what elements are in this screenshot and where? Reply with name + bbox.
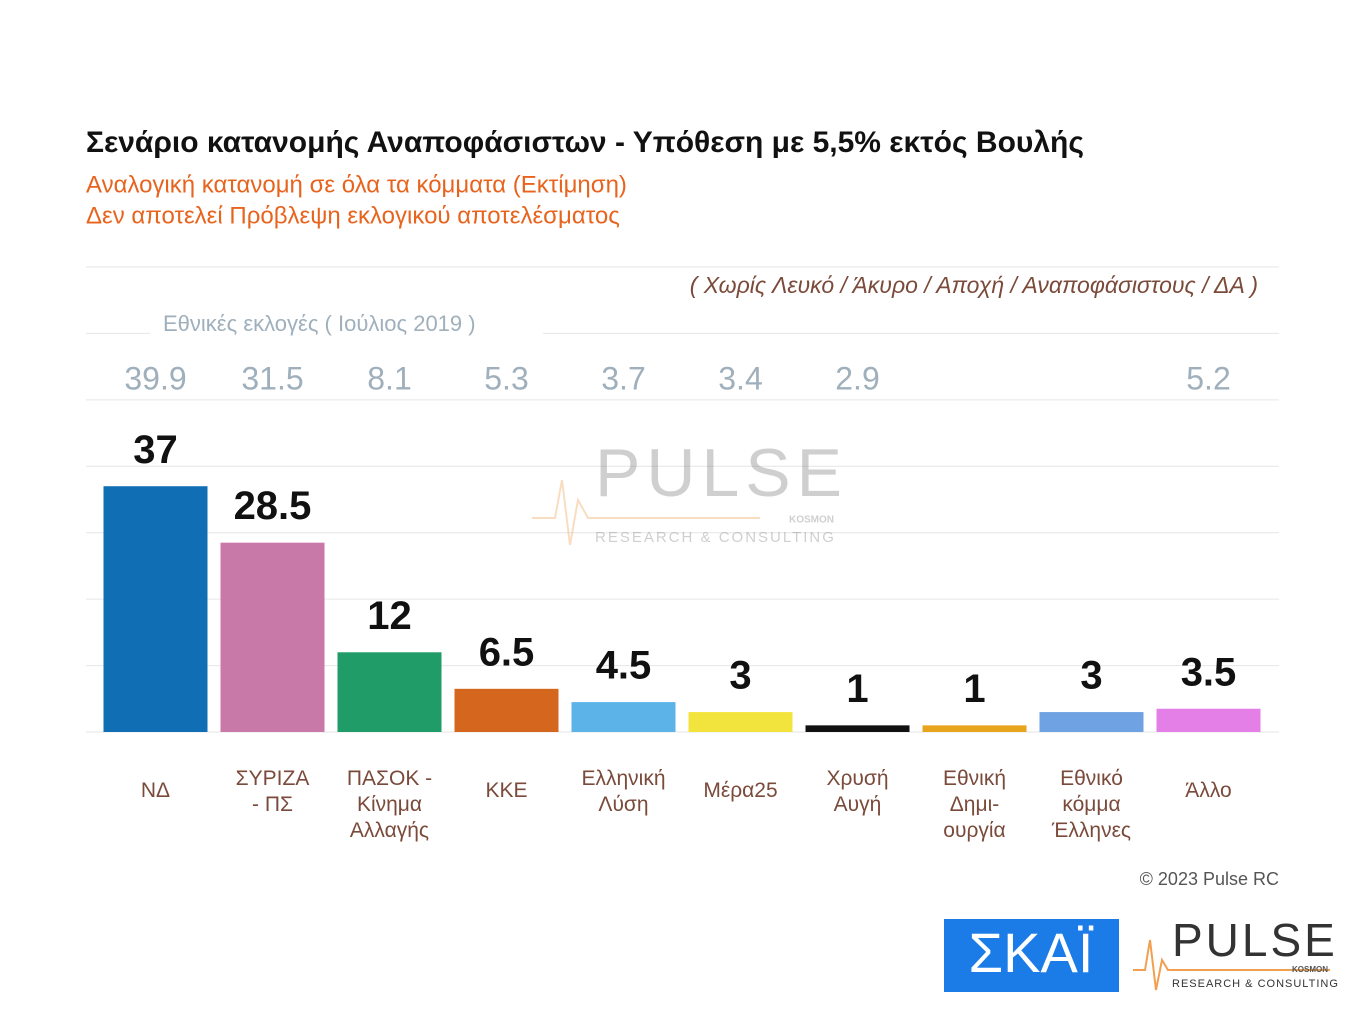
x-tick-label: ΠΑΣΟΚ - Κίνημα Αλλαγής	[346, 767, 433, 842]
x-tick-label: Εθνικό κόμμα Έλληνες	[1051, 767, 1132, 842]
label-bg	[150, 310, 543, 340]
reference-value: 39.9	[124, 360, 186, 396]
watermark: PULSE KOSMON RESEARCH & CONSULTING	[532, 435, 848, 546]
bar	[688, 712, 793, 732]
reference-label: Εθνικές εκλογές ( Ιούλιος 2019 )	[163, 311, 476, 336]
value-label: 1	[846, 667, 868, 711]
pollster-pulse	[1133, 939, 1330, 991]
pollster-tagline: RESEARCH & CONSULTING	[1172, 978, 1339, 990]
value-label: 12	[367, 594, 412, 638]
bar	[220, 542, 325, 732]
value-label: 37	[133, 428, 178, 472]
x-tick-label: Εθνική Δημι- ουργία	[942, 767, 1007, 842]
reference-value: 2.9	[835, 360, 879, 396]
reference-value: 3.4	[718, 360, 762, 396]
value-label: 1	[963, 667, 985, 711]
value-label: 4.5	[596, 644, 652, 688]
bar	[1156, 708, 1261, 732]
pollster-name: PULSE	[1172, 914, 1338, 966]
watermark-pulse	[532, 479, 760, 546]
value-label: 3	[729, 654, 751, 698]
value-label: 6.5	[479, 630, 535, 674]
bar	[805, 725, 910, 732]
value-label: 3.5	[1181, 650, 1237, 694]
bar	[103, 486, 208, 732]
value-label: 28.5	[234, 484, 312, 528]
x-tick-label: ΝΔ	[140, 779, 171, 802]
copyright: © 2023 Pulse RC	[1140, 869, 1279, 889]
bar	[337, 652, 442, 732]
x-tick-label: ΣΥΡΙΖΑ - ΠΣ	[235, 767, 310, 816]
reference-value: 5.2	[1186, 360, 1230, 396]
subtitle: Αναλογική κατανομή σε όλα τα κόμματα (Εκ…	[86, 171, 627, 198]
x-tick-label: ΚΚΕ	[485, 779, 528, 802]
chart-title: Σενάριο κατανομής Αναποφάσιστων - Υπόθεσ…	[86, 126, 1084, 159]
broadcaster-name: ΣΚΑΪ	[969, 921, 1094, 984]
x-tick-label: Μέρα25	[703, 779, 778, 802]
reference-value: 5.3	[484, 360, 528, 396]
watermark-name: PULSE	[595, 435, 848, 511]
bar	[454, 688, 559, 732]
reference-value: 31.5	[241, 360, 303, 396]
bar	[1039, 712, 1144, 732]
bar	[571, 702, 676, 732]
reference-value: 3.7	[601, 360, 645, 396]
watermark-sub: KOSMON	[789, 515, 834, 526]
x-tick-label: Ελληνική Λύση	[581, 767, 666, 816]
bar	[922, 725, 1027, 732]
broadcaster-logo	[944, 919, 1119, 992]
pollster-sub: KOSMON	[1292, 965, 1328, 974]
watermark-tagline: RESEARCH & CONSULTING	[595, 529, 836, 546]
x-tick-label: Χρυσή Αυγή	[826, 767, 889, 816]
subtitle: Δεν αποτελεί Πρόβλεψη εκλογικού αποτελέσ…	[86, 202, 620, 229]
value-label: 3	[1080, 654, 1102, 698]
reference-value: 8.1	[367, 360, 411, 396]
note: ( Χωρίς Λευκό / Άκυρο / Αποχή / Αναποφάσ…	[690, 272, 1258, 298]
x-tick-label: Άλλο	[1185, 779, 1232, 802]
